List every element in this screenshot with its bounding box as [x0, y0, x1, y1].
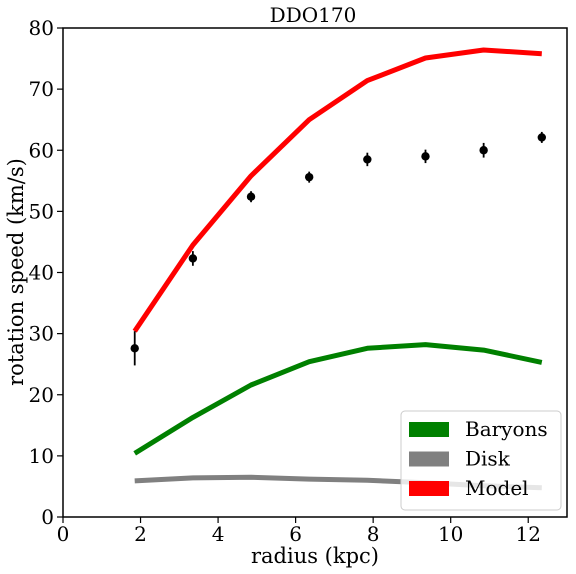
y-tick-label: 30 [29, 322, 54, 346]
data-marker [130, 344, 139, 353]
y-tick-label: 10 [29, 444, 54, 468]
y-tick-label: 60 [29, 138, 54, 162]
data-marker [188, 254, 198, 263]
data-point [246, 191, 256, 203]
data-point [537, 131, 546, 143]
y-axis-label: rotation speed (km/s) [4, 158, 28, 386]
y-tick-label: 80 [29, 16, 54, 40]
legend-label-disk: Disk [465, 447, 511, 471]
data-point [421, 149, 430, 164]
legend-label-model: Model [465, 476, 529, 500]
x-tick-label: 8 [367, 522, 380, 546]
series-line-model [132, 47, 542, 333]
x-tick-label: 12 [516, 522, 541, 546]
x-tick-label: 0 [57, 522, 70, 546]
legend: Baryons Disk Model [400, 410, 562, 511]
data-point [363, 152, 372, 167]
data-marker [304, 172, 314, 182]
x-tick-label: 4 [212, 522, 225, 546]
data-marker [537, 133, 546, 142]
data-point [479, 142, 488, 158]
legend-swatch-model [409, 481, 449, 496]
data-marker [421, 152, 430, 161]
legend-label-baryons: Baryons [465, 417, 548, 441]
series-line-baryons [133, 342, 543, 456]
data-point [188, 251, 198, 266]
data-point [304, 171, 314, 183]
data-marker [479, 146, 488, 155]
y-tick-label: 50 [29, 199, 54, 223]
y-tick-label: 40 [29, 261, 54, 285]
y-tick-label: 70 [29, 77, 54, 101]
y-tick-label: 0 [41, 505, 54, 529]
x-tick-label: 10 [438, 522, 463, 546]
legend-swatch-baryons [409, 422, 449, 437]
y-axis: 0 10 20 30 40 50 60 70 80 [29, 16, 63, 529]
data-marker [363, 155, 372, 164]
x-tick-label: 2 [134, 522, 147, 546]
x-axis: 0 2 4 6 8 10 12 [57, 517, 541, 546]
data-marker [246, 192, 256, 201]
y-tick-label: 20 [29, 383, 54, 407]
data-point [130, 331, 139, 366]
x-tick-label: 6 [289, 522, 302, 546]
legend-swatch-disk [409, 451, 449, 467]
x-axis-label: radius (kpc) [251, 544, 379, 568]
chart-title: DDO170 [270, 3, 357, 27]
